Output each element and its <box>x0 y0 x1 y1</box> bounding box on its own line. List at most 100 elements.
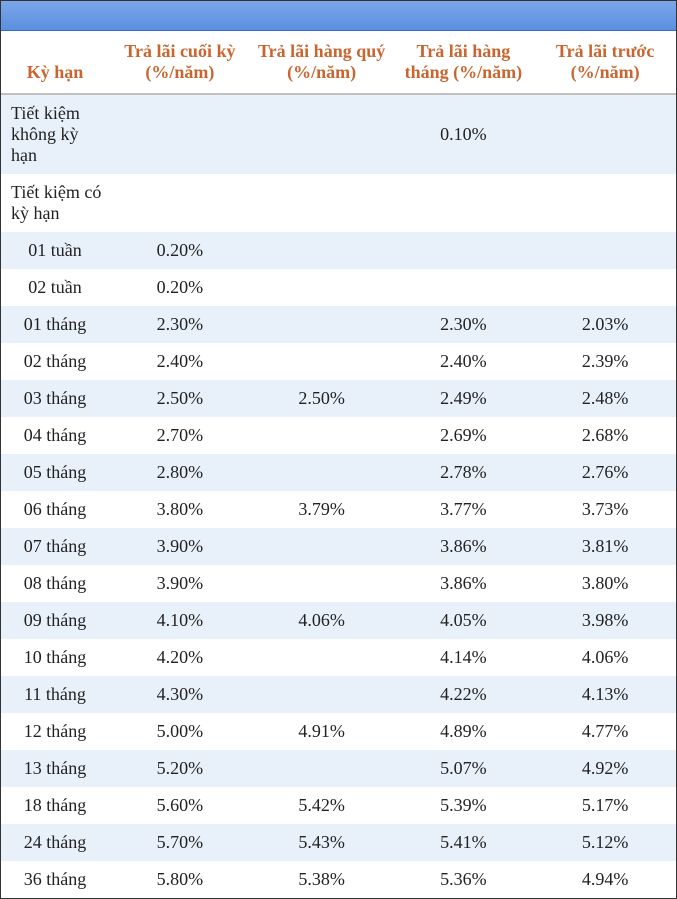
col-header-term: Kỳ hạn <box>1 31 109 94</box>
cell-monthly: 0.10% <box>393 94 535 174</box>
cell-monthly: 2.78% <box>393 454 535 491</box>
cell-upfront: 4.13% <box>534 676 676 713</box>
table-row: 24 tháng5.70%5.43%5.41%5.12% <box>1 824 676 861</box>
table-row: 11 tháng4.30% 4.22%4.13% <box>1 676 676 713</box>
col-header-end: Trả lãi cuối kỳ (%/năm) <box>109 31 251 94</box>
cell-upfront <box>534 269 676 306</box>
cell-monthly: 3.86% <box>393 528 535 565</box>
cell-term: 02 tháng <box>1 343 109 380</box>
cell-end: 5.60% <box>109 787 251 824</box>
cell-monthly: 3.86% <box>393 565 535 602</box>
cell-upfront: 3.81% <box>534 528 676 565</box>
cell-end: 3.90% <box>109 528 251 565</box>
cell-term: 36 tháng <box>1 861 109 898</box>
col-header-monthly: Trả lãi hàng tháng (%/năm) <box>393 31 535 94</box>
cell-quarterly <box>251 639 393 676</box>
table-row: 01 tuần0.20% <box>1 232 676 269</box>
cell-term: 10 tháng <box>1 639 109 676</box>
cell-end: 5.20% <box>109 750 251 787</box>
cell-upfront: 3.73% <box>534 491 676 528</box>
cell-upfront <box>534 232 676 269</box>
cell-quarterly <box>251 269 393 306</box>
table-header: Kỳ hạn Trả lãi cuối kỳ (%/năm) Trả lãi h… <box>1 31 676 94</box>
cell-term: 13 tháng <box>1 750 109 787</box>
cell-term: 06 tháng <box>1 491 109 528</box>
cell-end: 4.30% <box>109 676 251 713</box>
cell-upfront: 2.39% <box>534 343 676 380</box>
cell-term: 02 tuần <box>1 269 109 306</box>
table-body: Tiết kiệm không kỳ hạn 0.10% Tiết kiệm có … <box>1 94 676 898</box>
cell-monthly <box>393 232 535 269</box>
cell-monthly: 3.77% <box>393 491 535 528</box>
cell-end: 3.80% <box>109 491 251 528</box>
cell-term: 12 tháng <box>1 713 109 750</box>
cell-end: 0.20% <box>109 269 251 306</box>
cell-end: 0.20% <box>109 232 251 269</box>
cell-quarterly: 4.06% <box>251 602 393 639</box>
cell-term: 08 tháng <box>1 565 109 602</box>
table-row: 04 tháng2.70%2.69%2.68% <box>1 417 676 454</box>
cell-monthly: 5.36% <box>393 861 535 898</box>
cell-monthly: 2.30% <box>393 306 535 343</box>
cell-monthly <box>393 174 535 232</box>
cell-term: 01 tháng <box>1 306 109 343</box>
cell-end <box>109 94 251 174</box>
cell-monthly: 4.05% <box>393 602 535 639</box>
cell-upfront: 3.80% <box>534 565 676 602</box>
table-row: 18 tháng5.60%5.42%5.39%5.17% <box>1 787 676 824</box>
cell-term: Tiết kiệm không kỳ hạn <box>1 94 109 174</box>
cell-term: Tiết kiệm có kỳ hạn <box>1 174 109 232</box>
cell-upfront: 4.92% <box>534 750 676 787</box>
cell-upfront: 3.98% <box>534 602 676 639</box>
cell-term: 03 tháng <box>1 380 109 417</box>
cell-upfront <box>534 94 676 174</box>
cell-quarterly <box>251 94 393 174</box>
cell-monthly: 2.69% <box>393 417 535 454</box>
cell-end: 2.50% <box>109 380 251 417</box>
cell-quarterly: 5.42% <box>251 787 393 824</box>
cell-upfront: 2.48% <box>534 380 676 417</box>
cell-term: 18 tháng <box>1 787 109 824</box>
cell-end: 5.00% <box>109 713 251 750</box>
cell-quarterly <box>251 676 393 713</box>
cell-monthly: 2.49% <box>393 380 535 417</box>
cell-monthly: 5.41% <box>393 824 535 861</box>
table-row: 02 tuần0.20% <box>1 269 676 306</box>
cell-upfront: 2.68% <box>534 417 676 454</box>
cell-quarterly <box>251 306 393 343</box>
col-header-quarterly: Trả lãi hàng quý (%/năm) <box>251 31 393 94</box>
table-row: 09 tháng4.10%4.06%4.05%3.98% <box>1 602 676 639</box>
table-row: 06 tháng3.80%3.79%3.77%3.73% <box>1 491 676 528</box>
table-row: 01 tháng2.30%2.30%2.03% <box>1 306 676 343</box>
table-row: 05 tháng2.80%2.78%2.76% <box>1 454 676 491</box>
table-row: Tiết kiệm có kỳ hạn <box>1 174 676 232</box>
cell-upfront: 2.76% <box>534 454 676 491</box>
cell-end: 2.40% <box>109 343 251 380</box>
cell-term: 07 tháng <box>1 528 109 565</box>
cell-monthly <box>393 269 535 306</box>
cell-quarterly <box>251 454 393 491</box>
table-row: 13 tháng5.20%5.07%4.92% <box>1 750 676 787</box>
table-row: 08 tháng3.90%3.86%3.80% <box>1 565 676 602</box>
cell-end: 5.70% <box>109 824 251 861</box>
cell-upfront: 2.03% <box>534 306 676 343</box>
table-row: 07 tháng3.90% 3.86%3.81% <box>1 528 676 565</box>
cell-quarterly <box>251 750 393 787</box>
cell-upfront: 4.94% <box>534 861 676 898</box>
cell-term: 01 tuần <box>1 232 109 269</box>
cell-quarterly <box>251 528 393 565</box>
table-row: 02 tháng2.40%2.40%2.39% <box>1 343 676 380</box>
cell-end: 2.80% <box>109 454 251 491</box>
cell-upfront: 4.06% <box>534 639 676 676</box>
page-container: Kỳ hạn Trả lãi cuối kỳ (%/năm) Trả lãi h… <box>0 0 677 899</box>
cell-monthly: 4.22% <box>393 676 535 713</box>
cell-quarterly <box>251 343 393 380</box>
table-row: Tiết kiệm không kỳ hạn 0.10% <box>1 94 676 174</box>
cell-upfront: 5.12% <box>534 824 676 861</box>
cell-end: 2.70% <box>109 417 251 454</box>
cell-term: 11 tháng <box>1 676 109 713</box>
cell-end: 5.80% <box>109 861 251 898</box>
cell-upfront: 4.77% <box>534 713 676 750</box>
cell-quarterly <box>251 417 393 454</box>
cell-monthly: 2.40% <box>393 343 535 380</box>
